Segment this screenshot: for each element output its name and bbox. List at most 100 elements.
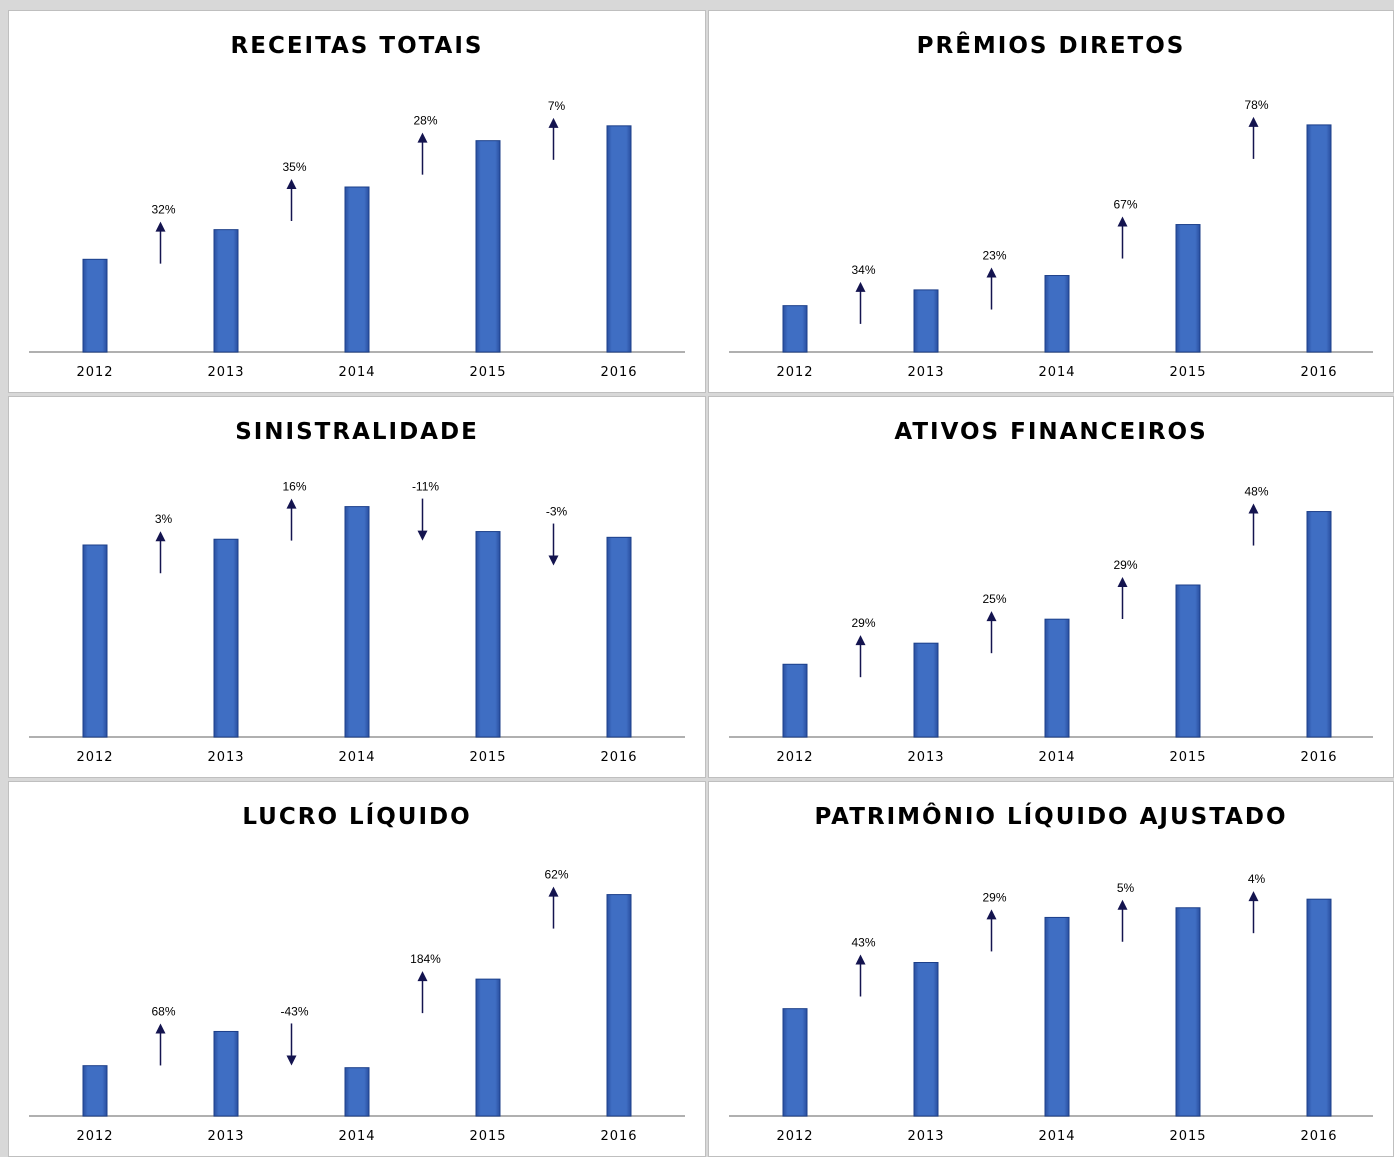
change-label: 3%	[155, 512, 173, 526]
bar-2015	[1175, 224, 1201, 353]
bar-2016	[606, 894, 632, 1117]
x-tick-label: 2016	[1300, 365, 1337, 380]
change-arrow-3	[417, 971, 428, 1014]
change-arrow-4	[548, 523, 559, 566]
change-arrow-3	[1117, 899, 1128, 942]
chart-svg: 2012 2013 2014 2015 2016 29% 25% 29% 48%	[729, 485, 1373, 765]
change-label: 7%	[548, 99, 566, 113]
bar-2016	[606, 125, 632, 353]
change-arrow-1	[155, 221, 166, 264]
change-label: 48%	[1244, 485, 1268, 499]
change-label: 4%	[1248, 872, 1266, 886]
chart-svg: 2012 2013 2014 2015 2016 32% 35% 28% 7%	[29, 99, 685, 380]
x-tick-label: 2013	[207, 750, 244, 765]
change-arrow-1	[855, 635, 866, 678]
change-arrow-2	[286, 498, 297, 541]
change-arrow-4	[548, 117, 559, 160]
chart-title: PATRIMÔNIO LÍQUIDO AJUSTADO	[814, 804, 1288, 830]
change-label: -3%	[546, 505, 568, 519]
x-tick-label: 2015	[1169, 1129, 1206, 1144]
chart-title: RECEITAS TOTAIS	[230, 33, 484, 59]
change-arrow-3	[417, 132, 428, 175]
x-tick-label: 2012	[76, 365, 113, 380]
bar-2013	[913, 962, 939, 1117]
chart-panel-patrimonio-liquido-ajustado: PATRIMÔNIO LÍQUIDO AJUSTADO 2012 2013 2014…	[708, 781, 1394, 1157]
change-label: 25%	[982, 592, 1006, 606]
x-tick-label: 2013	[907, 365, 944, 380]
x-tick-label: 2016	[600, 365, 637, 380]
bar-2013	[913, 642, 939, 738]
change-label: 16%	[282, 480, 306, 494]
bar-2016	[1306, 511, 1332, 738]
x-tick-label: 2012	[776, 750, 813, 765]
bar-2014	[1044, 916, 1070, 1117]
change-label: 29%	[1113, 558, 1137, 572]
x-tick-label: 2013	[207, 365, 244, 380]
change-label: 34%	[851, 263, 875, 277]
x-tick-label: 2014	[1038, 365, 1075, 380]
change-arrow-1	[155, 1023, 166, 1066]
x-tick-label: 2013	[207, 1129, 244, 1144]
change-label: 78%	[1244, 98, 1268, 112]
chart-title: SINISTRALIDADE	[235, 419, 479, 445]
change-label: 184%	[410, 952, 441, 966]
bar-2013	[913, 289, 939, 353]
change-label: -43%	[280, 1004, 308, 1018]
change-arrow-3	[1117, 577, 1128, 619]
bar-2012	[82, 258, 108, 353]
chart-title: PRÊMIOS DIRETOS	[916, 33, 1186, 59]
x-tick-label: 2013	[907, 1129, 944, 1144]
bar-2016	[1306, 124, 1332, 353]
x-tick-label: 2012	[76, 750, 113, 765]
change-arrow-1	[855, 954, 866, 997]
change-label: 32%	[151, 203, 175, 217]
chart-panel-ativos-financeiros: ATIVOS FINANCEIROS 2012 2013 2014 2015 2016 2…	[708, 396, 1394, 778]
x-tick-label: 2015	[469, 750, 506, 765]
x-tick-label: 2015	[1169, 750, 1206, 765]
x-tick-label: 2012	[776, 365, 813, 380]
change-arrow-1	[155, 531, 166, 574]
x-tick-label: 2016	[1300, 750, 1337, 765]
x-tick-label: 2013	[907, 750, 944, 765]
chart-panel-sinistralidade: SINISTRALIDADE 2012 2013 2014 2015 2016 3% 16%…	[8, 396, 706, 778]
bar-2014	[1044, 618, 1070, 738]
change-label: 62%	[544, 868, 568, 882]
change-arrow-3	[417, 498, 428, 541]
bar-2015	[475, 531, 501, 738]
change-label: 29%	[851, 616, 875, 630]
chart-title: ATIVOS FINANCEIROS	[894, 419, 1208, 445]
change-label: 5%	[1117, 881, 1135, 895]
x-tick-label: 2014	[1038, 1129, 1075, 1144]
bar-2015	[1175, 584, 1201, 738]
chart-svg: 2012 2013 2014 2015 2016 68% -43% 184% 62%	[29, 868, 685, 1144]
bar-2012	[782, 305, 808, 353]
bar-2013	[213, 538, 239, 738]
x-tick-label: 2014	[1038, 750, 1075, 765]
x-tick-label: 2014	[338, 365, 375, 380]
change-label: 23%	[982, 249, 1006, 263]
change-arrow-4	[548, 886, 559, 929]
bar-2013	[213, 1030, 239, 1117]
change-label: 29%	[982, 890, 1006, 904]
bar-2015	[1175, 907, 1201, 1117]
chart-svg: 2012 2013 2014 2015 2016 43% 29% 5% 4%	[729, 872, 1373, 1144]
bar-2012	[782, 663, 808, 738]
bar-2014	[1044, 275, 1070, 353]
bar-2014	[344, 186, 370, 353]
change-arrow-2	[286, 179, 297, 222]
chart-panel-lucro-liquido: LUCRO LÍQUIDO 2012 2013 2014 2015 2016 68% -43…	[8, 781, 706, 1157]
bar-2013	[213, 229, 239, 353]
change-label: 43%	[851, 936, 875, 950]
change-label: 68%	[151, 1004, 175, 1018]
x-tick-label: 2016	[600, 1129, 637, 1144]
change-arrow-2	[286, 1023, 297, 1066]
chart-svg: 2012 2013 2014 2015 2016 3% 16% -11% -3%	[29, 480, 685, 765]
chart-svg: 2012 2013 2014 2015 2016 34% 23% 67% 78%	[729, 98, 1373, 380]
x-tick-label: 2012	[776, 1129, 813, 1144]
change-label: 35%	[282, 160, 306, 174]
chart-title: LUCRO LÍQUIDO	[242, 804, 472, 830]
bar-2012	[82, 544, 108, 738]
change-arrow-4	[1248, 116, 1259, 159]
bar-2012	[782, 1008, 808, 1117]
